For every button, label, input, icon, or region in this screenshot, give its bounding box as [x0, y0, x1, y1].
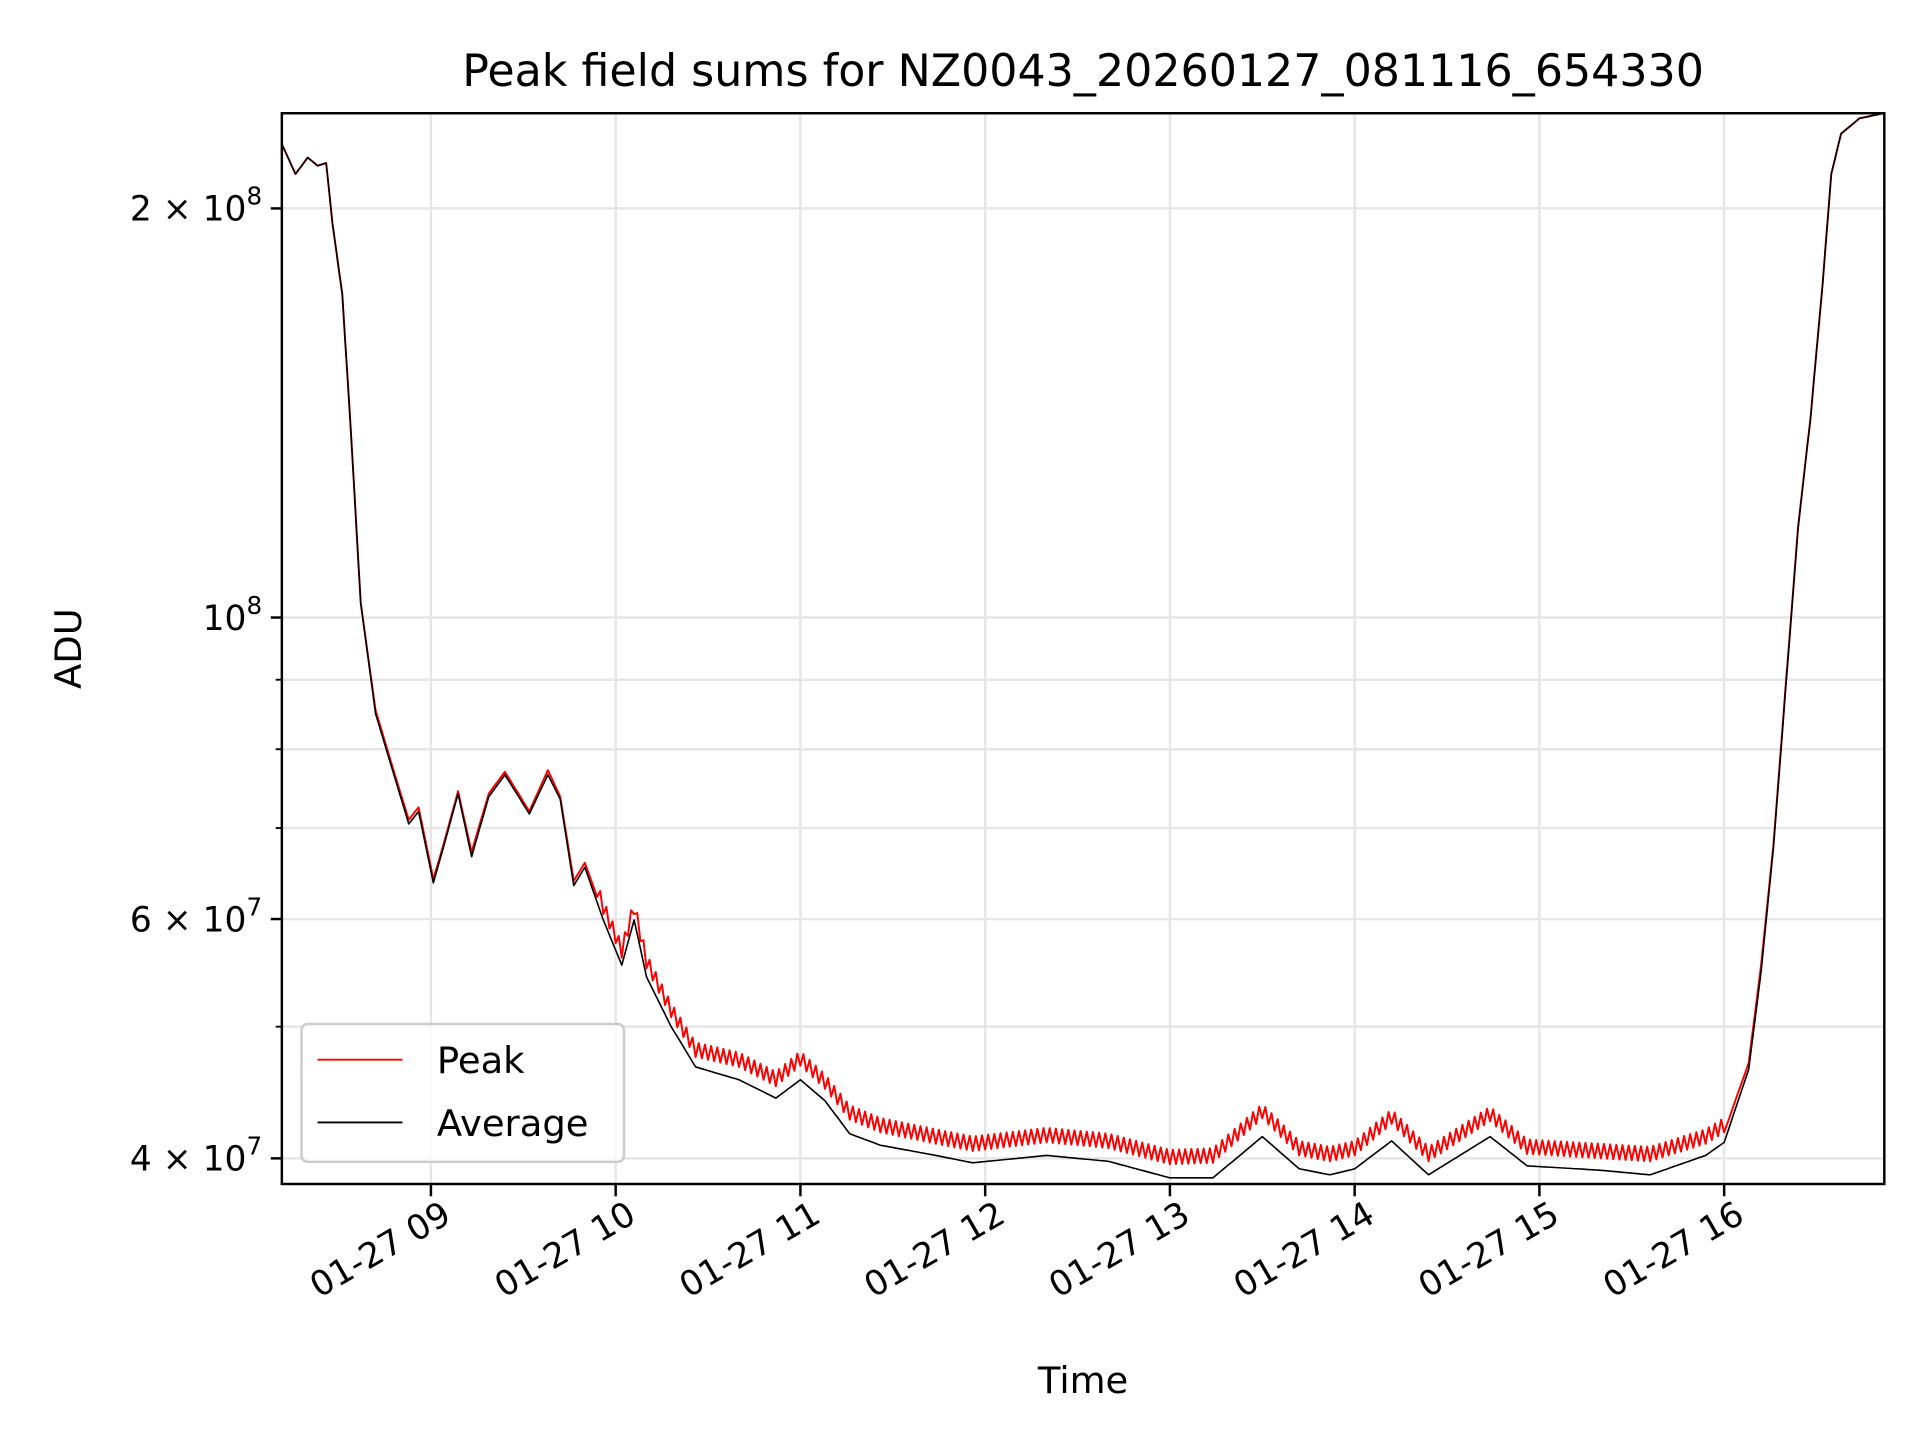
axes-frame	[280, 112, 1886, 1186]
y-axis-label: ADU	[47, 608, 90, 689]
y-tick-label: 6 × 107	[130, 892, 262, 940]
y-tick-label: 4 × 107	[130, 1132, 262, 1180]
y-tick-label: 108	[203, 591, 263, 639]
legend-box	[300, 1022, 626, 1164]
legend: Peak Average	[300, 1022, 626, 1164]
legend-peak-label: Peak	[437, 1039, 525, 1082]
plot-lines	[281, 113, 1885, 1179]
chart-title: Peak field sums for NZ0043_20260127_0811…	[462, 46, 1704, 97]
legend-average-label: Average	[437, 1102, 589, 1145]
series-line-peak	[281, 113, 1885, 1166]
x-axis-label: Time	[1037, 1359, 1128, 1402]
series-line-average	[281, 113, 1885, 1179]
y-tick-label: 2 × 108	[130, 182, 262, 230]
y-axis: 2 × 108 108 6 × 107 4 × 107	[130, 182, 282, 1180]
